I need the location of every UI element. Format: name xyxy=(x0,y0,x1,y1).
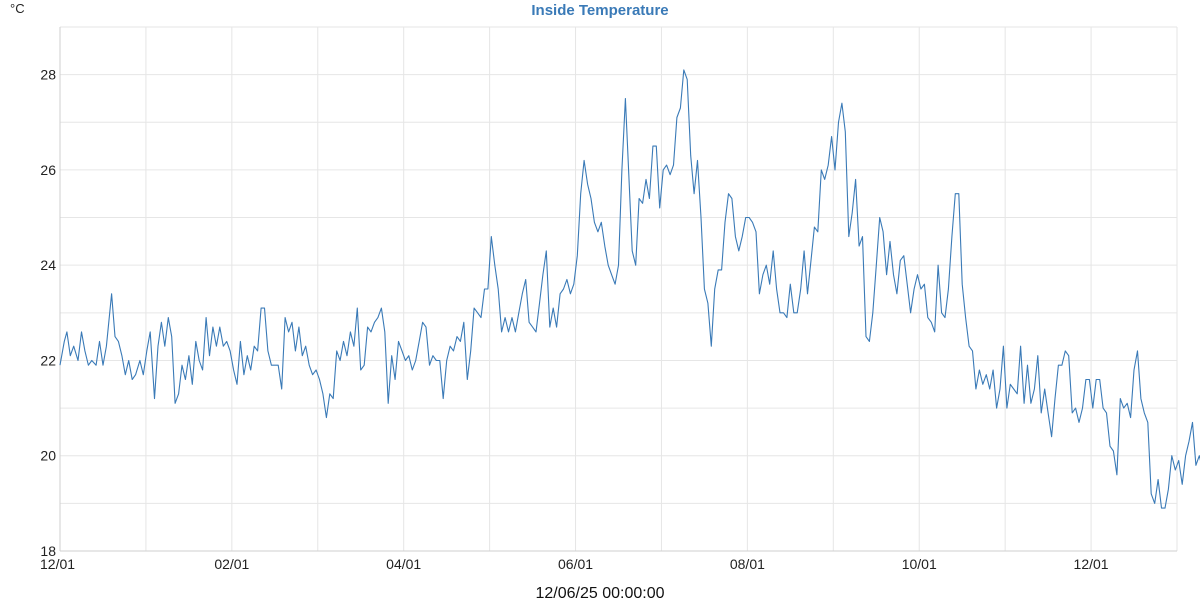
x-tick-label: 12/01 xyxy=(40,556,75,572)
plot-area xyxy=(59,69,1200,509)
chart-title: Inside Temperature xyxy=(531,2,668,19)
y-tick-label: 26 xyxy=(40,162,56,178)
temperature-series-line xyxy=(59,69,1200,509)
y-axis-unit: °C xyxy=(10,1,25,16)
x-tick-label: 08/01 xyxy=(730,556,765,572)
y-tick-label: 18 xyxy=(40,543,56,559)
x-tick-label: 04/01 xyxy=(386,556,421,572)
x-tick-label: 12/01 xyxy=(1074,556,1109,572)
y-tick-label: 22 xyxy=(40,352,56,368)
grid xyxy=(59,26,1178,552)
y-tick-label: 28 xyxy=(40,67,56,83)
footer-timestamp: 12/06/25 00:00:00 xyxy=(535,585,664,600)
y-tick-label: 20 xyxy=(40,448,56,464)
x-tick-label: 02/01 xyxy=(214,556,249,572)
axes: 18 20 22 24 26 28 12/01 02/01 04/01 06/01 08/01 10/… xyxy=(40,27,1177,572)
x-tick-label: 06/01 xyxy=(558,556,593,572)
x-tick-label: 10/01 xyxy=(902,556,937,572)
y-tick-label: 24 xyxy=(40,257,56,273)
